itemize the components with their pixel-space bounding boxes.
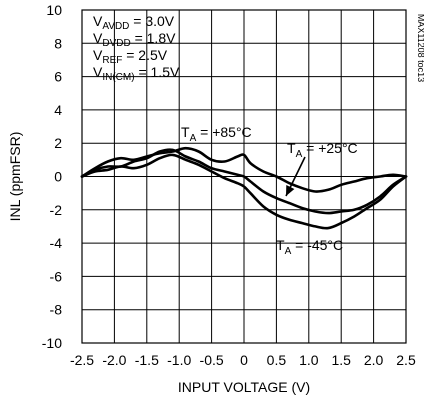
plot-frame [81, 9, 407, 344]
x-tick-labels: -2.5 -2.0 -1.5 -1.0 -0.5 0 0.5 1.0 1.5 2.0 2.5 [70, 352, 416, 368]
y-tick-label: 4 [54, 102, 62, 118]
x-axis-title: INPUT VOLTAGE (V) [178, 379, 310, 395]
series-curves [80, 146, 408, 230]
y-tick-label: -4 [50, 235, 63, 251]
series-label-main: T [181, 124, 190, 140]
y-tick-label: 10 [46, 2, 62, 18]
series-label-rest: = +25°C [302, 140, 357, 156]
x-tick-label: 0 [240, 352, 248, 368]
x-tick-label: -1.0 [167, 352, 191, 368]
y-tick-label: 8 [54, 35, 62, 51]
x-tick-label: -2.5 [70, 352, 94, 368]
pointer-arrowhead [286, 185, 295, 196]
series-label-sub: A [190, 133, 197, 144]
x-tick-label: -2.0 [102, 352, 126, 368]
y-tick-label: -2 [50, 202, 63, 218]
condition-line: VDVDD = 1.8V [93, 30, 176, 49]
x-tick-label: 1.5 [331, 352, 351, 368]
chart-id: MAX11208 toc13 [416, 14, 424, 82]
condition-line: VREF = 2.5V [93, 47, 168, 66]
series-pointer-arrow [285, 156, 306, 197]
condition-line: VIN(CM) = 1.5V [93, 64, 180, 83]
series-line-25c [80, 148, 408, 215]
y-tick-label: -8 [50, 302, 63, 318]
series-line-minus45c [80, 153, 408, 230]
series-label-main: T [276, 237, 285, 253]
series-label-main: T [287, 140, 296, 156]
y-tick-label: 0 [54, 169, 62, 185]
condition-line: VAVDD = 3.0V [93, 13, 175, 32]
series-label-rest: = +85°C [196, 124, 251, 140]
y-tick-label: 6 [54, 69, 62, 85]
x-tick-label: 1.0 [299, 352, 319, 368]
x-tick-label: 2.0 [364, 352, 384, 368]
x-tick-label: 0.5 [267, 352, 287, 368]
series-label-25c: TA = +25°C [287, 140, 358, 160]
y-tick-labels: 10 8 6 4 2 0 -2 -4 -6 -8 -10 [42, 2, 62, 351]
y-tick-label: 2 [54, 135, 62, 151]
series-label-rest: = -45°C [291, 237, 343, 253]
x-tick-label: 2.5 [396, 352, 416, 368]
x-tick-label: -1.5 [135, 352, 159, 368]
y-tick-label: -6 [50, 268, 63, 284]
series-label-sub: A [285, 246, 292, 257]
series-label-minus45c: TA = -45°C [276, 237, 343, 257]
series-label-85c: TA = +85°C [181, 124, 252, 144]
y-axis-title: INL (ppmFSR) [7, 132, 23, 222]
series-label-sub: A [296, 149, 303, 160]
y-tick-label: -10 [42, 335, 62, 351]
x-tick-label: -0.5 [200, 352, 224, 368]
